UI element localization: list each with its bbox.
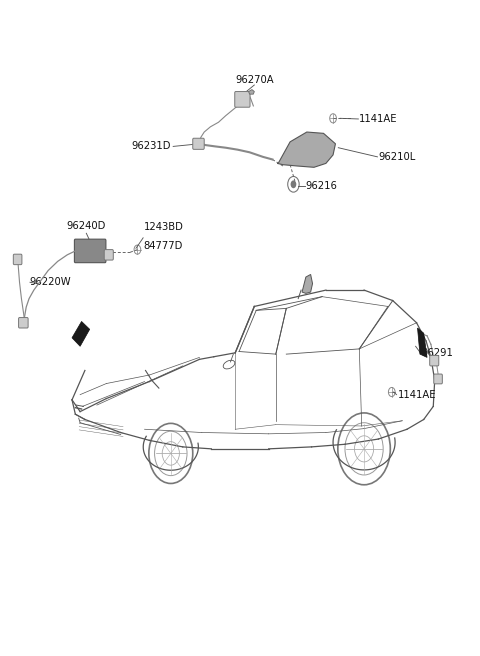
FancyBboxPatch shape	[193, 138, 204, 150]
Polygon shape	[277, 132, 336, 167]
FancyBboxPatch shape	[430, 356, 439, 366]
Text: 96270A: 96270A	[235, 75, 274, 85]
Polygon shape	[302, 274, 312, 293]
Text: 96240D: 96240D	[67, 221, 106, 232]
Text: 1141AE: 1141AE	[397, 390, 436, 400]
FancyBboxPatch shape	[434, 374, 443, 384]
FancyBboxPatch shape	[13, 254, 22, 264]
Text: 96291: 96291	[421, 348, 453, 358]
FancyBboxPatch shape	[235, 92, 250, 107]
Text: 96216: 96216	[306, 180, 338, 191]
Text: 1243BD: 1243BD	[144, 222, 183, 232]
Text: 96220W: 96220W	[29, 277, 71, 287]
Text: 1141AE: 1141AE	[360, 114, 398, 124]
Text: 84777D: 84777D	[144, 241, 183, 251]
Polygon shape	[72, 321, 90, 346]
Circle shape	[290, 180, 296, 188]
Polygon shape	[418, 328, 427, 358]
Polygon shape	[249, 90, 254, 94]
Text: 96210L: 96210L	[378, 152, 416, 162]
FancyBboxPatch shape	[74, 239, 106, 262]
FancyBboxPatch shape	[104, 250, 113, 260]
FancyBboxPatch shape	[19, 318, 28, 328]
Text: 96231D: 96231D	[132, 142, 171, 152]
